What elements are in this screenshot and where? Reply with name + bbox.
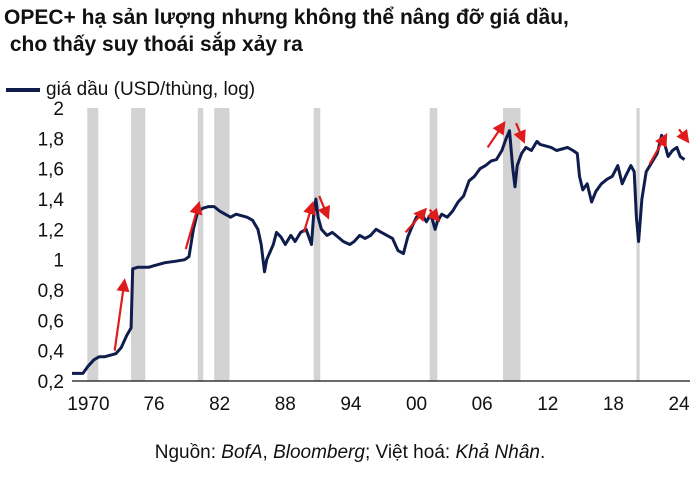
- source-sep2: ; Việt hoá:: [364, 442, 456, 463]
- x-tick-label: 06: [472, 394, 493, 415]
- x-tick-label: 1970: [67, 394, 109, 415]
- legend-swatch: [6, 88, 40, 92]
- source-sep1: ,: [262, 442, 274, 463]
- recession-band-7: [636, 108, 640, 381]
- trend-arrow-up: [113, 278, 130, 351]
- source-prefix: Nguồn:: [154, 442, 222, 463]
- trend-arrow-down: [676, 128, 690, 144]
- y-tick-label: 0,6: [38, 311, 64, 332]
- trend-arrow-down: [513, 122, 526, 144]
- x-tick-label: 24: [668, 394, 690, 415]
- legend-label: giá dầu (USD/thùng, log): [46, 79, 256, 100]
- recession-band-4: [313, 108, 321, 381]
- x-tick-label: 76: [143, 394, 164, 415]
- recession-band-0: [87, 108, 99, 381]
- y-tick-label: 1,8: [38, 129, 64, 150]
- source-note: Nguồn: BofA, Bloomberg; Việt hoá: Khả Nh…: [0, 442, 700, 464]
- recession-band-1: [131, 108, 146, 381]
- y-tick-label: 1,6: [38, 160, 64, 181]
- x-tick-label: 12: [537, 394, 558, 415]
- chart-title-line1: OPEC+ hạ sản lượng nhưng không thể nâng …: [4, 6, 569, 29]
- trend-arrow-down: [317, 195, 331, 220]
- source-bofa: BofA: [221, 442, 263, 463]
- source-end: .: [539, 442, 546, 463]
- y-tick-label: 1: [53, 251, 64, 272]
- x-tick-label: 00: [406, 394, 427, 415]
- y-tick-label: 1,2: [38, 220, 64, 241]
- recession-band-3: [214, 108, 230, 381]
- trend-arrow-up: [184, 201, 203, 250]
- source-translator: Khả Nhân: [455, 442, 540, 463]
- x-tick-label: 94: [340, 394, 362, 415]
- trend-arrow-up: [404, 207, 428, 234]
- x-tick-label: 82: [209, 394, 230, 415]
- chart-title: OPEC+ hạ sản lượng nhưng không thể nâng …: [4, 4, 698, 58]
- trend-arrow-up: [486, 120, 506, 149]
- trend-arrow-up: [302, 201, 316, 233]
- recession-band-2: [197, 108, 204, 381]
- x-tick-label: 88: [275, 394, 296, 415]
- y-tick-label: 2: [53, 99, 64, 120]
- recession-band-5: [429, 108, 438, 381]
- y-tick-label: 0,2: [38, 372, 64, 393]
- legend: giá dầu (USD/thùng, log): [6, 79, 256, 100]
- x-tick-label: 18: [603, 394, 624, 415]
- y-tick-label: 1,4: [38, 190, 65, 211]
- oil-price-line: [72, 129, 686, 375]
- trend-arrow-up: [648, 133, 668, 165]
- y-tick-label: 0,4: [38, 342, 65, 363]
- source-bloomberg: Bloomberg: [273, 442, 365, 463]
- chart-title-line2: cho thấy suy thoái sắp xảy ra: [4, 33, 303, 56]
- y-tick-label: 0,8: [38, 281, 64, 302]
- trend-arrow-down: [426, 207, 441, 223]
